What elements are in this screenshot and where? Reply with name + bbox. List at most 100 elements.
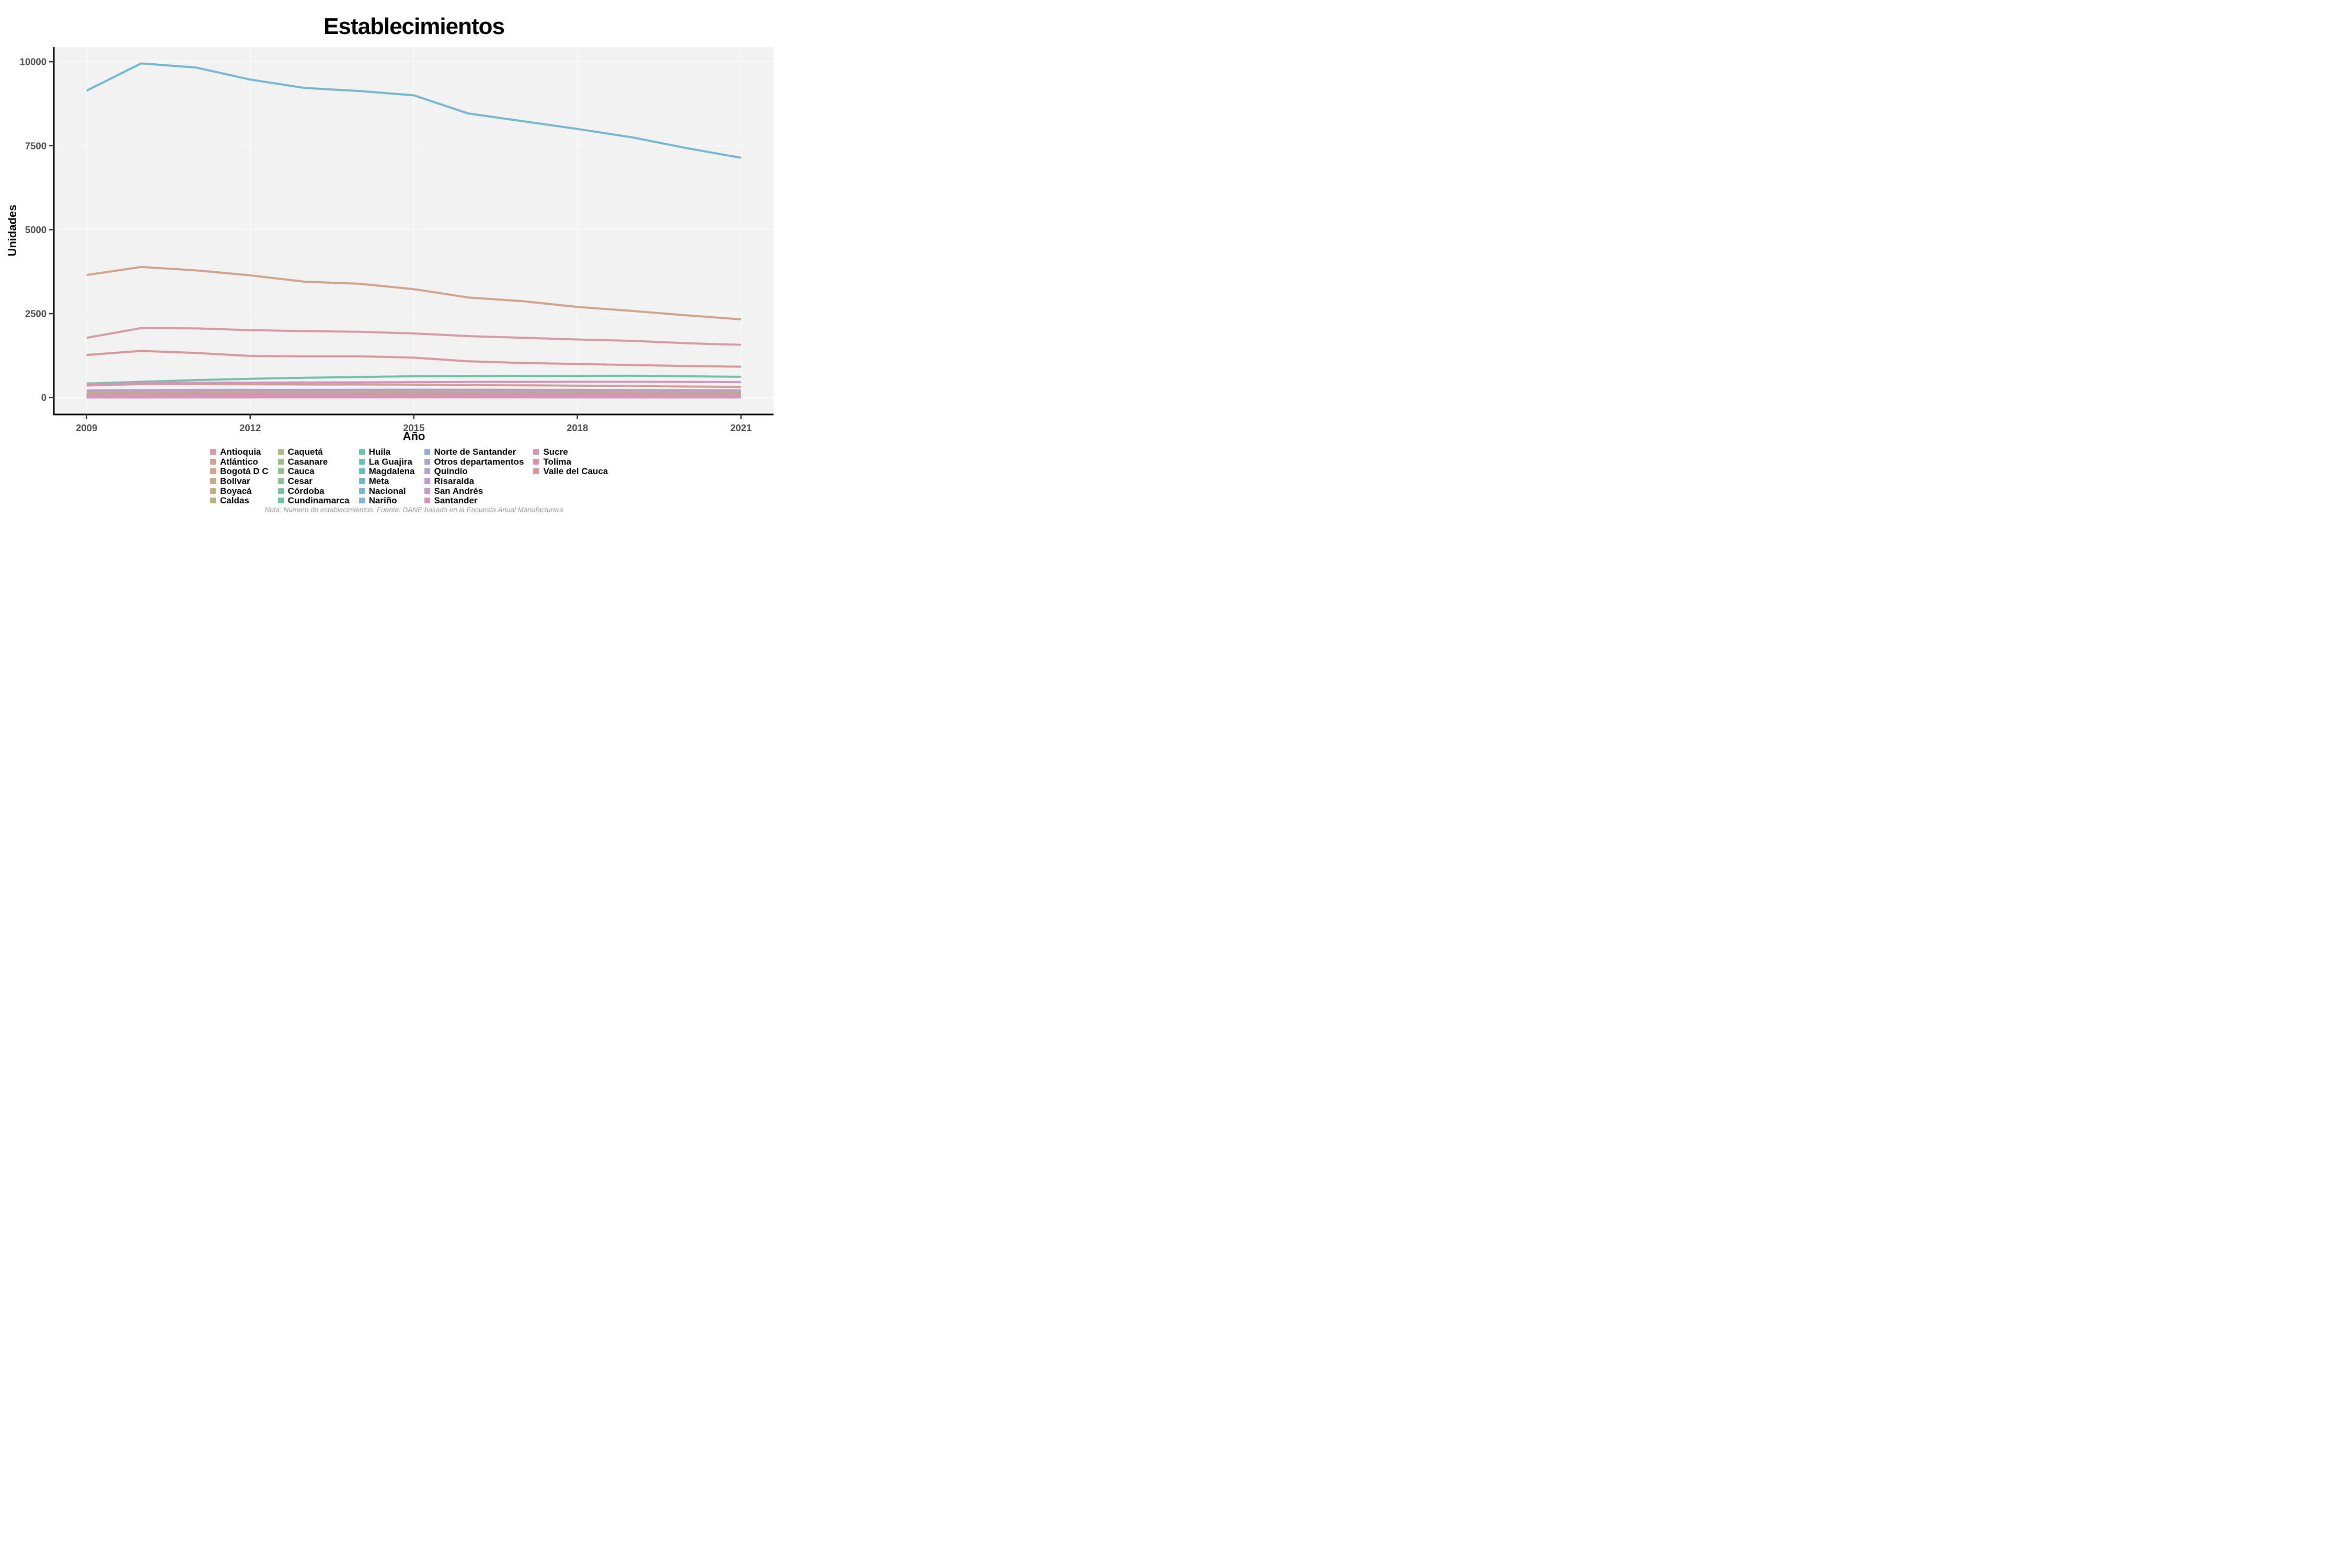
legend-key-swatch [424,478,430,485]
legend-label: Magdalena [368,466,415,477]
legend-item: Sucre [533,447,608,457]
legend-key-swatch [359,488,365,494]
legend-column: Caquetá Casanare Cauca Cesar Córdoba Cundinam… [278,447,350,505]
legend-label: Casanare [287,456,328,467]
legend-key-swatch [424,488,430,494]
legend-key-swatch [533,458,539,465]
legend-item: Risaralda [424,477,524,486]
legend-label: Meta [368,476,389,487]
legend-item: Norte de Santander [424,447,524,457]
legend-label: Boyacá [220,486,252,496]
x-tick-label: 2021 [730,422,752,433]
legend-column: Antioquia Atlántico Bogotá D C Bolívar Boyac… [210,447,269,505]
series-line-atlántico [86,383,741,388]
y-tick-label: 10000 [20,56,47,67]
legend-label: Córdoba [287,486,325,496]
y-tick-label: 5000 [25,224,47,235]
x-tick-label: 2012 [239,422,261,433]
legend-label: Cundinamarca [287,495,350,506]
legend-item: Quindío [424,467,524,476]
series-line-cundinamarca [86,374,741,385]
legend-column: Sucre Tolima Valle del Cauca [533,447,608,505]
legend-label: Caquetá [287,447,323,457]
legend-item: Antioquia [210,447,269,457]
legend-key-swatch [210,498,216,504]
legend-item: Valle del Cauca [533,467,608,476]
legend-item: Cesar [278,477,350,486]
legend-key-swatch [359,468,365,475]
plot-area: 0 2500 5000 7500 10000 2009 2012 2015 2018 2021 [20,47,774,433]
series-line-valle-del-cauca [86,350,741,368]
legend-item: Otros departamentos [424,457,524,467]
legend-label: Quindío [434,466,468,477]
legend-key-swatch [278,488,284,494]
legend-key-swatch [210,478,216,485]
legend-item: Caldas [210,496,269,505]
legend-key-swatch [424,468,430,475]
x-tick-label: 2018 [567,422,588,433]
legend-label: Atlántico [220,456,258,467]
legend-key-swatch [533,449,539,455]
series-line-santander [86,381,741,385]
legend-key-swatch [278,468,284,475]
legend-item: Nacional [359,486,415,495]
source-note: Nota: Número de establecimientos. Fuente… [264,506,563,514]
legend-item: Tolima [533,457,608,467]
legend-item: Nariño [359,496,415,505]
legend-key-swatch [359,498,365,504]
legend-label: Bolívar [220,476,250,487]
legend-column: Huila La Guajira Magdalena Meta Nacional Nari… [359,447,415,505]
legend-key-swatch [424,498,430,504]
legend-key-swatch [533,468,539,475]
legend-label: Otros departamentos [434,456,524,467]
legend-item: Bogotá D C [210,467,269,476]
legend-label: Antioquia [220,447,261,457]
legend-key-swatch [278,478,284,485]
series-line-antioquia [86,327,741,346]
legend-label: La Guajira [368,456,412,467]
legend-item: Santander [424,496,524,505]
legend-label: Norte de Santander [434,447,516,457]
legend-item: Bolívar [210,477,269,486]
legend-item: Casanare [278,457,350,467]
legend: Antioquia Atlántico Bogotá D C Bolívar Boyac… [210,447,608,505]
chart-figure: Establecimientos 0 2500 5000 7500 10000 2009 2… [0,0,784,523]
series-line-bogotá-d-c [86,266,741,320]
x-tick-label: 2015 [403,422,424,433]
legend-key-swatch [278,458,284,465]
legend-item: Boyacá [210,486,269,495]
y-tick-label: 0 [41,392,47,403]
legend-label: Santander [434,495,478,506]
legend-key-swatch [424,458,430,465]
y-tick-label: 7500 [25,140,47,151]
legend-key-swatch [359,449,365,455]
y-axis-title: Unidades [6,204,19,257]
legend-item: Atlántico [210,457,269,467]
legend-label: Nacional [368,486,406,496]
legend-label: Valle del Cauca [543,466,608,477]
legend-item: Huila [359,447,415,457]
legend-key-swatch [210,458,216,465]
legend-key-swatch [424,449,430,455]
legend-label: Nariño [368,495,397,506]
legend-label: Cesar [287,476,313,487]
legend-label: Caldas [220,495,249,506]
x-tick-label: 2009 [76,422,97,433]
legend-key-swatch [278,449,284,455]
legend-key-swatch [210,488,216,494]
legend-label: Huila [368,447,391,457]
legend-item: Meta [359,477,415,486]
legend-item: Caquetá [278,447,350,457]
chart-title: Establecimientos [324,14,505,39]
legend-label: Bogotá D C [220,466,269,477]
legend-label: Cauca [287,466,315,477]
legend-item: Cauca [278,467,350,476]
y-tick-label: 2500 [25,308,47,319]
legend-label: Sucre [543,447,568,457]
legend-item: Magdalena [359,467,415,476]
legend-key-swatch [359,458,365,465]
legend-label: Risaralda [434,476,475,487]
series-line-nacional [86,62,742,159]
legend-key-swatch [278,498,284,504]
legend-item: San Andrés [424,486,524,495]
